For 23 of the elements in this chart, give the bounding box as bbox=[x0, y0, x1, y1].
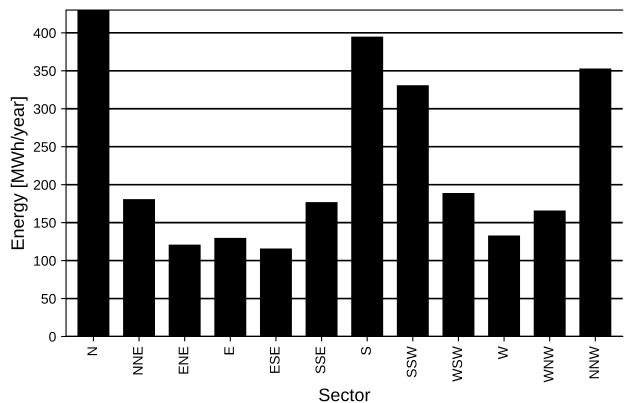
x-tick-label: WSW bbox=[452, 346, 462, 382]
x-tick-label: NNW bbox=[589, 346, 599, 378]
y-axis-title: Energy [MWh/year] bbox=[10, 97, 28, 250]
y-tick-label: 0 bbox=[49, 332, 56, 342]
x-tick-label: SSW bbox=[406, 346, 417, 378]
y-tick-label: 250 bbox=[34, 142, 56, 152]
x-tick-label: E bbox=[224, 346, 234, 354]
x-tick-label: S bbox=[361, 346, 371, 355]
x-tick-label: ESE bbox=[270, 346, 280, 373]
x-axis-title: Sector bbox=[319, 388, 370, 402]
x-tick-label: N bbox=[87, 347, 98, 356]
y-tick-label: 150 bbox=[34, 218, 56, 228]
x-tick-label: W bbox=[498, 346, 508, 360]
y-tick-label: 100 bbox=[34, 256, 56, 266]
x-tick-label: NNE bbox=[133, 346, 143, 374]
x-tick-label: SSE bbox=[315, 346, 326, 374]
x-tick-label: WNW bbox=[544, 346, 554, 382]
x-tick-label: ENE bbox=[178, 346, 188, 374]
y-tick-label: 400 bbox=[33, 28, 56, 38]
y-tick-label: 300 bbox=[34, 104, 56, 114]
y-tick-label: 50 bbox=[41, 294, 56, 304]
y-tick-label: 350 bbox=[34, 66, 56, 76]
y-tick-label: 200 bbox=[34, 180, 56, 190]
